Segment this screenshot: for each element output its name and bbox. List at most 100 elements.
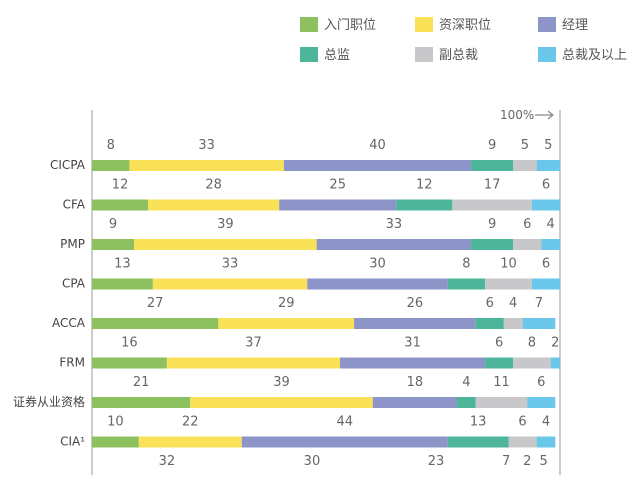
category-label: CFA bbox=[63, 198, 86, 212]
bar-segment bbox=[527, 397, 556, 408]
data-label: 32 bbox=[159, 454, 176, 469]
bar-segment bbox=[508, 436, 537, 448]
bar-segment bbox=[513, 357, 551, 369]
category-label: FRM bbox=[59, 356, 85, 370]
data-label: 25 bbox=[329, 178, 346, 193]
category-label: ACCA bbox=[52, 316, 86, 330]
legend-swatch bbox=[538, 47, 556, 62]
data-label: 28 bbox=[205, 178, 222, 193]
bar-segment bbox=[92, 357, 167, 369]
legend-item: 总监 bbox=[300, 47, 350, 63]
data-label: 40 bbox=[369, 138, 386, 153]
data-label: 8 bbox=[107, 138, 115, 153]
bar-segment bbox=[503, 318, 523, 329]
bar-segment bbox=[92, 318, 219, 329]
bar-segment bbox=[471, 160, 514, 171]
legend-swatch bbox=[415, 47, 433, 62]
data-label: 6 bbox=[495, 336, 503, 351]
legend-item: 资深职位 bbox=[415, 17, 491, 33]
data-label: 12 bbox=[416, 178, 433, 193]
bar-row: CICPA 8 33 40 9 5 5 bbox=[50, 138, 560, 172]
data-label: 6 bbox=[542, 257, 550, 272]
data-label: 30 bbox=[369, 257, 386, 272]
legend-swatch bbox=[300, 47, 318, 62]
data-label: 6 bbox=[523, 217, 531, 232]
bar-segment bbox=[457, 397, 476, 408]
legend-item: 经理 bbox=[538, 17, 588, 33]
bar-row: PMP 9 39 33 9 6 4 bbox=[60, 217, 560, 251]
bar-segment bbox=[475, 397, 528, 408]
bar-segment bbox=[452, 199, 532, 211]
data-label: 11 bbox=[493, 375, 510, 390]
data-label: 33 bbox=[198, 138, 215, 153]
bar-row: 证券从业资格 21 39 18 4 11 6 bbox=[13, 375, 556, 409]
bar-segment bbox=[134, 239, 317, 250]
bar-segment bbox=[471, 239, 514, 250]
bar-segment bbox=[340, 357, 486, 369]
data-label: 26 bbox=[407, 296, 424, 311]
data-label: 39 bbox=[273, 375, 290, 390]
data-label: 5 bbox=[521, 138, 529, 153]
bar-segment bbox=[531, 199, 560, 211]
bar-segment bbox=[531, 278, 560, 290]
bar-row: ACCA 27 29 26 6 4 7 bbox=[52, 296, 556, 330]
bar-segment bbox=[92, 199, 149, 211]
data-label: 4 bbox=[462, 375, 470, 390]
bar-segment bbox=[283, 160, 472, 171]
data-label: 21 bbox=[133, 375, 150, 390]
category-label: 证券从业资格 bbox=[13, 394, 85, 409]
data-label: 31 bbox=[404, 336, 421, 351]
bar-row: FRM 16 37 31 6 8 2 bbox=[59, 336, 560, 370]
bar-segment bbox=[279, 199, 397, 211]
data-label: 12 bbox=[112, 178, 129, 193]
legend-label: 经理 bbox=[562, 18, 588, 33]
data-label: 9 bbox=[488, 138, 496, 153]
data-label: 2 bbox=[523, 454, 531, 469]
bar-segment bbox=[138, 436, 242, 448]
data-label: 5 bbox=[544, 138, 552, 153]
data-label: 4 bbox=[542, 415, 550, 430]
bar-row: 32 30 23 7 2 5 bbox=[92, 454, 556, 480]
data-label: 33 bbox=[222, 257, 239, 272]
data-label: 6 bbox=[486, 296, 494, 311]
bar-segment bbox=[152, 278, 308, 290]
legend-item: 总裁及以上 bbox=[538, 47, 627, 63]
data-label: 44 bbox=[336, 415, 353, 430]
bar-segment bbox=[307, 278, 448, 290]
bar-segment bbox=[536, 160, 560, 171]
legend-item: 副总裁 bbox=[415, 47, 478, 63]
legend-swatch bbox=[415, 17, 433, 32]
category-label: PMP bbox=[60, 237, 85, 251]
bar-row: CIA¹ 10 22 44 13 6 4 bbox=[60, 415, 556, 449]
data-label: 37 bbox=[245, 336, 262, 351]
bar-segment bbox=[513, 239, 542, 250]
bar-segment bbox=[354, 318, 476, 329]
data-label: 30 bbox=[304, 454, 321, 469]
legend-label: 入门职位 bbox=[324, 18, 376, 33]
bar-segment bbox=[92, 436, 139, 448]
bar-segment bbox=[447, 436, 509, 448]
legend-swatch bbox=[300, 17, 318, 32]
data-label: 5 bbox=[539, 454, 547, 469]
bar-segment bbox=[92, 278, 153, 290]
bar-segment bbox=[190, 397, 373, 408]
data-label: 39 bbox=[217, 217, 234, 232]
bar-segment bbox=[241, 436, 448, 448]
data-label: 4 bbox=[546, 217, 554, 232]
data-label: 10 bbox=[500, 257, 517, 272]
data-label: 7 bbox=[502, 454, 510, 469]
data-label: 13 bbox=[114, 257, 131, 272]
data-label: 6 bbox=[518, 415, 526, 430]
hundred-percent-label: 100% bbox=[500, 108, 534, 122]
category-label: CICPA bbox=[50, 158, 86, 172]
bar-row: CFA 12 28 25 12 17 6 bbox=[63, 178, 560, 212]
bar-segment bbox=[475, 318, 504, 329]
data-label: 2 bbox=[551, 336, 559, 351]
data-label: 23 bbox=[428, 454, 445, 469]
legend-label: 总监 bbox=[324, 48, 350, 63]
bar-segment bbox=[396, 199, 453, 211]
bar-segment bbox=[92, 397, 191, 408]
data-label: 29 bbox=[278, 296, 295, 311]
